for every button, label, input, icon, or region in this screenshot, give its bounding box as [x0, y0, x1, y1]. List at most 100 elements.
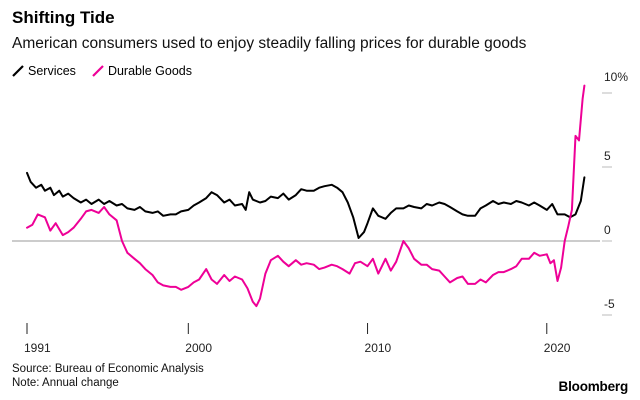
legend-swatch-services [12, 65, 24, 77]
data-point-durable-goods [198, 278, 200, 281]
data-point-durable-goods [354, 262, 356, 264]
data-point-services [395, 207, 397, 209]
data-point-services [259, 201, 261, 204]
data-point-services [180, 210, 182, 212]
data-point-durable-goods [359, 261, 361, 263]
data-point-durable-goods [44, 216, 46, 218]
data-point-services [169, 213, 171, 215]
data-point-services [157, 210, 159, 212]
tick-label-layer: 10% 5 0 -5 1991 2000 2010 2020 [24, 70, 628, 355]
data-point-durable-goods [157, 281, 159, 283]
legend-item-services: Services [12, 64, 76, 78]
data-point-services [420, 207, 422, 209]
data-point-services [193, 204, 195, 207]
data-point-services [347, 201, 349, 204]
data-point-durable-goods [73, 227, 75, 229]
data-point-durable-goods [85, 210, 87, 212]
data-point-durable-goods [420, 264, 422, 266]
data-point-services [248, 191, 250, 193]
data-point-durable-goods [413, 258, 415, 260]
data-point-services [295, 194, 297, 196]
data-point-services [288, 199, 290, 201]
data-point-services [306, 190, 308, 192]
data-point-durable-goods [205, 268, 207, 270]
series-layer [26, 84, 586, 308]
data-point-durable-goods [564, 240, 566, 242]
data-point-durable-goods [549, 262, 552, 264]
data-point-services [372, 207, 374, 209]
data-point-durable-goods [116, 219, 118, 221]
data-point-services [528, 204, 530, 207]
data-point-services [474, 215, 476, 217]
data-point-services [151, 212, 154, 214]
data-point-services [228, 199, 231, 201]
data-point-durable-goods [108, 213, 110, 215]
data-point-durable-goods [578, 139, 580, 141]
data-point-services [444, 203, 446, 205]
data-point-durable-goods [180, 289, 182, 291]
data-point-services [377, 215, 379, 217]
data-point-durable-goods [90, 209, 93, 211]
data-point-durable-goods [449, 281, 451, 283]
data-point-services [323, 185, 326, 187]
data-point-services [67, 193, 69, 195]
data-point-services [90, 203, 93, 205]
data-point-services [139, 206, 141, 208]
data-point-durable-goods [80, 218, 82, 220]
data-point-durable-goods [456, 277, 458, 279]
data-point-durable-goods [503, 271, 505, 273]
data-point-durable-goods [264, 273, 266, 275]
data-point-durable-goods [259, 298, 261, 300]
data-point-services [556, 213, 559, 215]
data-point-services [546, 209, 548, 211]
data-point-services [363, 231, 365, 233]
data-point-durable-goods [474, 283, 476, 285]
data-point-durable-goods [510, 268, 512, 270]
data-point-services [485, 204, 487, 207]
data-point-services [116, 204, 118, 207]
data-point-durable-goods [438, 270, 440, 272]
data-point-durable-goods [553, 259, 555, 261]
data-point-durable-goods [313, 264, 315, 266]
data-point-durable-goods [144, 268, 146, 270]
data-point-durable-goods [126, 252, 128, 254]
data-point-durable-goods [583, 85, 586, 87]
x-tick-label: 1991 [24, 341, 51, 355]
data-point-durable-goods [582, 98, 584, 100]
data-point-services [44, 190, 46, 192]
data-point-durable-goods [103, 206, 105, 208]
data-point-services [574, 213, 577, 215]
data-point-durable-goods [571, 209, 573, 211]
data-point-durable-goods [485, 281, 487, 283]
data-point-durable-goods [62, 234, 64, 236]
data-point-services [121, 203, 123, 205]
data-point-services [431, 204, 433, 207]
data-point-services [73, 197, 75, 199]
data-point-durable-goods [560, 267, 562, 269]
data-point-services [539, 204, 541, 207]
annual-change-note: Note: Annual change [12, 377, 119, 389]
data-point-durable-goods [175, 286, 177, 288]
data-point-durable-goods [318, 268, 320, 270]
data-point-services [564, 213, 566, 215]
data-point-services [40, 184, 42, 186]
data-point-services [80, 201, 82, 204]
data-point-durable-goods [341, 268, 344, 270]
data-point-services [390, 212, 392, 214]
data-point-durable-goods [277, 255, 279, 257]
data-point-services [205, 197, 207, 199]
data-point-durable-goods [492, 274, 494, 276]
data-point-services [234, 204, 236, 207]
data-point-durable-goods [408, 247, 410, 249]
data-point-services [461, 213, 464, 215]
data-point-services [245, 209, 247, 211]
data-point-durable-goods [288, 265, 290, 267]
data-point-durable-goods [98, 212, 100, 214]
source-note: Source: Bureau of Economic Analysis [12, 363, 204, 375]
data-point-durable-goods [228, 280, 231, 282]
data-point-durable-goods [431, 268, 433, 270]
data-point-durable-goods [377, 273, 379, 275]
data-point-durable-goods [295, 259, 297, 261]
x-tick-label: 2000 [185, 341, 212, 355]
data-point-services [198, 201, 200, 204]
